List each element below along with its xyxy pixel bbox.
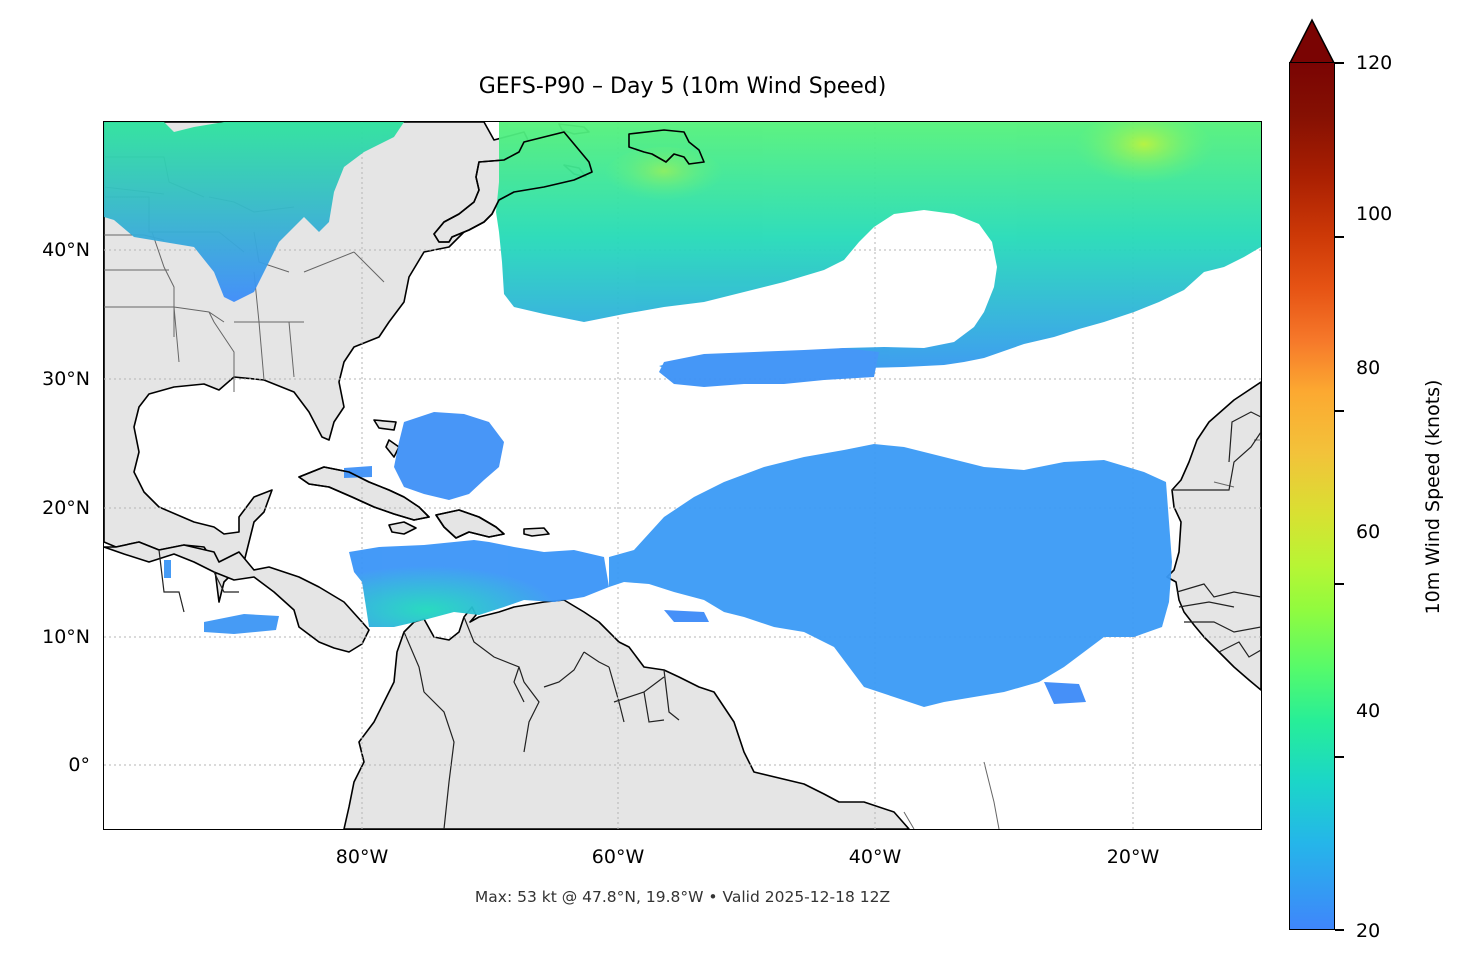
colorbar-label-100: 100 xyxy=(1356,203,1393,225)
colorbar-tick xyxy=(1335,410,1344,412)
land-central-america xyxy=(104,541,370,653)
colorbar-label-80: 80 xyxy=(1356,357,1381,379)
land-south-america xyxy=(343,599,910,829)
wind-trade-winds xyxy=(609,444,1172,707)
lon-tick-40w: 40°W xyxy=(848,846,902,868)
jamaica xyxy=(388,521,417,535)
lat-tick-20n: 20°N xyxy=(42,497,90,519)
puerto-rico xyxy=(523,527,550,537)
colorbar-tick xyxy=(1335,583,1344,585)
lat-tick-0: 0° xyxy=(68,754,90,776)
wind-bahamas xyxy=(394,412,504,500)
colorbar-label-120: 120 xyxy=(1356,52,1393,74)
wind-caribbean xyxy=(349,540,609,627)
lat-tick-30n: 30°N xyxy=(42,368,90,390)
country-borders xyxy=(158,411,1261,829)
wind-great-lakes xyxy=(104,122,404,302)
lon-tick-60w: 60°W xyxy=(591,846,645,868)
colorbar-tick xyxy=(1335,62,1344,64)
colorbar-label-40: 40 xyxy=(1356,700,1381,722)
coastlines xyxy=(298,129,705,539)
colorbar-title: 10m Wind Speed (knots) xyxy=(1422,379,1444,615)
lon-tick-20w: 20°W xyxy=(1106,846,1160,868)
max-value-caption: Max: 53 kt @ 47.8°N, 19.8°W • Valid 2025… xyxy=(474,888,891,906)
lon-tick-80w: 80°W xyxy=(335,846,389,868)
bahamas-1 xyxy=(373,419,397,431)
colorbar-label-60: 60 xyxy=(1356,521,1381,543)
colorbar-tick xyxy=(1335,756,1344,758)
wind-subtropical-band xyxy=(659,348,879,387)
wind-field xyxy=(104,122,1261,707)
colorbar-tick xyxy=(1335,929,1344,931)
map-canvas xyxy=(104,122,1261,829)
bahamas-2 xyxy=(385,439,400,458)
colorbar-label-20: 20 xyxy=(1356,920,1381,942)
map-plot-area[interactable] xyxy=(104,122,1261,829)
lat-tick-10n: 10°N xyxy=(42,626,90,648)
chart-title: GEFS-P90 – Day 5 (10m Wind Speed) xyxy=(478,74,887,99)
lat-tick-40n: 40°N xyxy=(42,239,90,261)
colorbar-extend-arrow-icon xyxy=(1289,18,1335,64)
colorbar-tick xyxy=(1335,236,1344,238)
land-west-africa xyxy=(1166,381,1261,691)
colorbar xyxy=(1289,62,1335,930)
wind-east-pacific xyxy=(204,614,279,634)
